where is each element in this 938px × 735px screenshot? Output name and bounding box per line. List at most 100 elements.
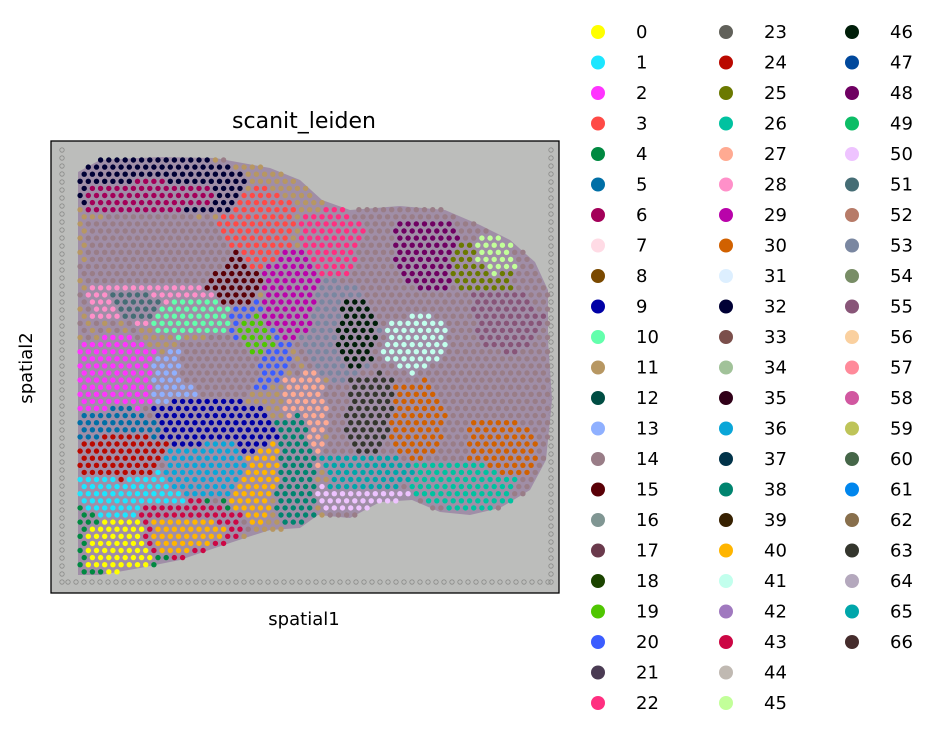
spot-cluster-48 bbox=[442, 228, 448, 234]
spot-cluster-36 bbox=[212, 469, 219, 476]
spot-cluster-2 bbox=[106, 356, 112, 362]
spot-cluster-38 bbox=[274, 420, 280, 426]
spot-cluster-14 bbox=[376, 256, 383, 263]
fiducial-dot bbox=[59, 419, 65, 425]
spot-cluster-10 bbox=[208, 320, 214, 326]
spot-cluster-14 bbox=[380, 448, 387, 454]
fiducial-dot bbox=[401, 579, 407, 585]
spot-cluster-0 bbox=[114, 540, 120, 547]
spot-cluster-14 bbox=[245, 356, 251, 362]
spot-cluster-32 bbox=[114, 171, 120, 177]
spot-cluster-32 bbox=[93, 164, 100, 170]
spot-cluster-11 bbox=[307, 207, 313, 213]
spot-cluster-14 bbox=[294, 370, 301, 376]
spot-cluster-27 bbox=[319, 398, 325, 405]
spot-cluster-29 bbox=[270, 270, 276, 277]
spot-cluster-38 bbox=[294, 469, 301, 476]
spot-cluster-4 bbox=[77, 505, 83, 511]
spot-cluster-14 bbox=[507, 356, 514, 362]
spot-cluster-46 bbox=[356, 349, 362, 355]
spot-cluster-2 bbox=[143, 377, 149, 383]
fiducial-dot bbox=[65, 579, 71, 585]
spot-cluster-27 bbox=[315, 377, 321, 383]
spot-cluster-6 bbox=[122, 185, 128, 192]
spot-cluster-14 bbox=[442, 455, 448, 461]
spot-cluster-32 bbox=[81, 185, 87, 192]
spot-cluster-3 bbox=[245, 199, 251, 206]
legend-label-65: 65 bbox=[890, 602, 913, 623]
spot-cluster-2 bbox=[106, 341, 112, 348]
spot-cluster-36 bbox=[179, 469, 186, 476]
spot-cluster-38 bbox=[278, 512, 284, 518]
spot-cluster-14 bbox=[352, 512, 358, 518]
spot-cluster-1 bbox=[97, 512, 104, 518]
spot-cluster-14 bbox=[458, 370, 465, 376]
spot-cluster-20 bbox=[274, 363, 280, 369]
spot-cluster-14 bbox=[134, 235, 141, 241]
spot-cluster-14 bbox=[495, 377, 501, 383]
spot-cluster-14 bbox=[372, 235, 378, 241]
spot-cluster-15 bbox=[241, 263, 247, 270]
fiducial-dot bbox=[548, 491, 554, 497]
spot-cluster-53 bbox=[311, 341, 317, 348]
legend-marker-54 bbox=[845, 269, 859, 283]
spot-cluster-11 bbox=[151, 334, 157, 341]
spot-cluster-6 bbox=[89, 185, 96, 192]
spot-cluster-6 bbox=[184, 192, 190, 199]
spot-cluster-29 bbox=[282, 263, 288, 270]
spot-cluster-14 bbox=[200, 235, 206, 241]
spot-cluster-14 bbox=[360, 270, 366, 277]
spot-cluster-51 bbox=[151, 306, 157, 312]
spot-cluster-51 bbox=[126, 292, 132, 298]
spot-cluster-9 bbox=[237, 427, 243, 433]
spot-cluster-20 bbox=[257, 363, 264, 369]
spot-cluster-14 bbox=[475, 370, 481, 376]
spot-cluster-11 bbox=[270, 512, 276, 518]
spot-cluster-9 bbox=[167, 420, 173, 426]
spot-cluster-55 bbox=[503, 292, 510, 298]
spot-cluster-40 bbox=[188, 540, 194, 547]
spot-cluster-22 bbox=[356, 235, 362, 241]
spot-cluster-30 bbox=[475, 441, 481, 447]
spot-cluster-51 bbox=[134, 292, 141, 298]
spot-cluster-14 bbox=[81, 327, 87, 334]
spot-cluster-38 bbox=[290, 448, 296, 454]
spot-cluster-14 bbox=[458, 384, 465, 390]
spot-cluster-1 bbox=[163, 498, 169, 504]
legend-label-44: 44 bbox=[764, 663, 787, 684]
spot-cluster-53 bbox=[323, 363, 329, 369]
spot-cluster-30 bbox=[507, 441, 514, 447]
spot-cluster-38 bbox=[286, 498, 292, 504]
spot-cluster-11 bbox=[167, 334, 173, 341]
spot-cluster-32 bbox=[130, 157, 137, 163]
spot-cluster-43 bbox=[237, 526, 243, 532]
spot-cluster-2 bbox=[122, 370, 128, 376]
spot-cluster-43 bbox=[159, 505, 165, 511]
spot-cluster-53 bbox=[335, 356, 342, 362]
spot-cluster-3 bbox=[257, 235, 264, 241]
spot-cluster-14 bbox=[376, 242, 383, 248]
spot-cluster-14 bbox=[450, 412, 456, 419]
spot-cluster-14 bbox=[364, 207, 370, 213]
spot-cluster-28 bbox=[184, 292, 190, 298]
spot-cluster-14 bbox=[512, 491, 518, 497]
spot-cluster-20 bbox=[249, 306, 255, 312]
spot-cluster-29 bbox=[294, 299, 301, 305]
spot-cluster-26 bbox=[446, 491, 452, 497]
spot-cluster-24 bbox=[93, 462, 100, 468]
spot-cluster-38 bbox=[311, 483, 317, 490]
spot-cluster-14 bbox=[540, 356, 547, 362]
spot-cluster-15 bbox=[253, 270, 260, 277]
spot-cluster-10 bbox=[171, 327, 178, 334]
spot-cluster-40 bbox=[220, 526, 227, 532]
spot-cluster-24 bbox=[130, 455, 137, 461]
spot-cluster-6 bbox=[106, 185, 112, 192]
spot-cluster-9 bbox=[237, 412, 243, 419]
spot-cluster-11 bbox=[81, 214, 87, 220]
spot-cluster-14 bbox=[212, 242, 219, 248]
spot-cluster-3 bbox=[249, 221, 255, 227]
spot-cluster-30 bbox=[471, 434, 477, 440]
spot-cluster-14 bbox=[434, 214, 440, 220]
spot-cluster-53 bbox=[331, 334, 337, 341]
spot-cluster-14 bbox=[442, 299, 448, 305]
